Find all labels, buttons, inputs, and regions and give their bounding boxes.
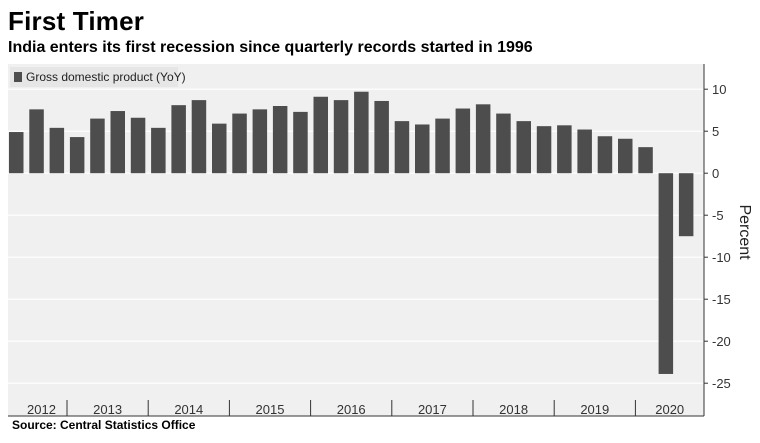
y-tick-label: -5 [712,208,724,223]
x-tick-label-2018: 2018 [499,402,528,417]
x-tick-label-2015: 2015 [256,402,285,417]
bar-2014Q2 [171,105,186,174]
bar-2012Q2 [9,132,24,174]
bar-2016Q1 [313,96,328,174]
x-tick-label-2014: 2014 [174,402,203,417]
x-tick-label-2013: 2013 [93,402,122,417]
bar-2017Q3 [435,118,450,174]
xaxis-background [8,400,704,416]
y-tick-label: -10 [712,250,731,265]
y-tick-label: -25 [712,376,731,391]
legend-box [10,67,178,87]
bar-2016Q4 [374,100,389,174]
bar-2019Q1 [557,125,572,174]
bar-2020Q3 [678,173,694,237]
x-tick-label-2020: 2020 [655,402,684,417]
bar-2019Q3 [597,136,613,174]
bar-2018Q1 [475,104,491,174]
bar-2014Q3 [191,100,207,174]
bar-2016Q2 [333,100,349,174]
bars [9,91,694,374]
x-axis: 2012 2013 2014 2015 2016 2017 2018 2019 2020 [8,400,704,417]
bar-2014Q1 [151,127,166,174]
bar-2017Q4 [455,108,471,174]
chart-title: First Timer [8,6,145,36]
bar-2017Q1 [394,121,410,174]
y-tick-label: 0 [712,166,719,181]
x-tick-label-2019: 2019 [580,402,609,417]
bar-2013Q2 [90,118,105,174]
bar-2012Q3 [29,109,44,174]
y-tick-label: -15 [712,292,731,307]
bar-2017Q2 [415,124,430,174]
x-tick-label-2012: 2012 [27,402,56,417]
legend: Gross domestic product (YoY) [10,67,186,87]
x-tick-label-2016: 2016 [337,402,366,417]
bar-2015Q2 [252,109,268,174]
bar-2020Q2 [658,173,674,374]
bar-2018Q2 [496,113,511,174]
bar-2019Q4 [618,138,633,174]
bar-2019Q2 [577,129,592,174]
bar-2013Q4 [130,117,146,174]
bar-2015Q1 [232,113,247,174]
bar-2012Q4 [49,127,65,174]
source-note: Source: Central Statistics Office [12,418,196,432]
y-tick-label: -20 [712,334,731,349]
y-tick-label: 10 [712,82,726,97]
bar-2018Q3 [516,121,531,174]
legend-swatch [14,72,22,82]
y-axis-label: Percent [736,204,753,260]
bar-2013Q3 [110,111,125,174]
bar-2015Q4 [293,111,308,174]
bar-2013Q1 [69,137,85,174]
chart-subtitle: India enters its first recession since q… [8,39,533,56]
y-tick-label: 5 [712,124,719,139]
bar-2014Q4 [212,123,227,174]
x-tick-label-2017: 2017 [418,402,447,417]
bar-2015Q3 [272,106,288,174]
bar-2016Q3 [354,91,369,174]
bar-2020Q1 [638,147,653,174]
legend-label: Gross domestic product (YoY) [26,70,186,84]
bar-2018Q4 [536,126,552,174]
y-axis: 10 5 0 -5 -10 -15 -20 -25 [703,64,731,416]
